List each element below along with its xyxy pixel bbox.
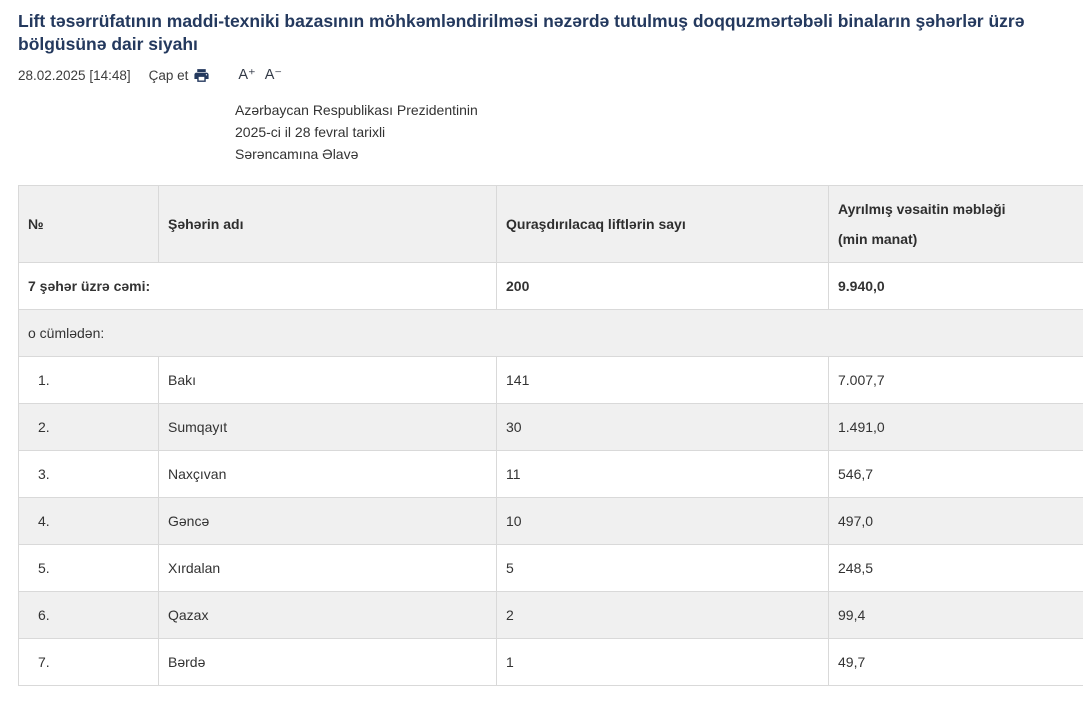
publish-date: 28.02.2025 [14:48] (18, 67, 131, 83)
meta-bar: 28.02.2025 [14:48] Çap et A⁺ A⁻ (18, 65, 1083, 85)
cell-city: Gəncə (158, 497, 497, 545)
cell-no: 1. (18, 356, 159, 404)
cell-city: Qazax (158, 591, 497, 639)
subheading-row: o cümlədən: (18, 309, 1083, 357)
table-row: 4. Gəncə 10 497,0 (18, 497, 1083, 545)
cell-no: 3. (18, 450, 159, 498)
cell-city: Bakı (158, 356, 497, 404)
cell-amount: 99,4 (828, 591, 1083, 639)
printer-icon (194, 68, 209, 82)
annex-note: Azərbaycan Respublikası Prezidentinin 20… (235, 99, 1083, 165)
table-row: 5. Xırdalan 5 248,5 (18, 544, 1083, 592)
col-header-no: № (18, 185, 159, 263)
cell-no: 4. (18, 497, 159, 545)
cell-lifts: 5 (496, 544, 829, 592)
table-row: 2. Sumqayıt 30 1.491,0 (18, 403, 1083, 451)
cell-lifts: 2 (496, 591, 829, 639)
cell-lifts: 10 (496, 497, 829, 545)
page-title-line1: Lift təsərrüfatının maddi-texniki bazası… (18, 11, 1025, 31)
cell-no: 5. (18, 544, 159, 592)
cell-no: 7. (18, 638, 159, 686)
summary-lifts: 200 (496, 262, 829, 310)
cell-amount: 546,7 (828, 450, 1083, 498)
font-increase-button[interactable]: A⁺ (238, 67, 256, 83)
cell-city: Sumqayıt (158, 403, 497, 451)
page-title-line2: bölgüsünə dair siyahı (18, 34, 198, 54)
col-header-city: Şəhərin adı (158, 185, 497, 263)
font-decrease-button[interactable]: A⁻ (264, 67, 283, 83)
col-header-amount-line2: (min manat) (838, 231, 918, 247)
cell-no: 2. (18, 403, 159, 451)
summary-label: 7 şəhər üzrə cəmi: (18, 262, 497, 310)
cell-lifts: 1 (496, 638, 829, 686)
cell-lifts: 30 (496, 403, 829, 451)
cell-city: Xırdalan (158, 544, 497, 592)
table-header-row: № Şəhərin adı Quraşdırılacaq liftlərin s… (18, 185, 1083, 263)
summary-row: 7 şəhər üzrə cəmi: 200 9.940,0 (18, 262, 1083, 310)
cell-city: Naxçıvan (158, 450, 497, 498)
table-row: 1. Bakı 141 7.007,7 (18, 356, 1083, 404)
annex-line: Sərəncamına Əlavə (235, 146, 359, 162)
print-label: Çap et (148, 67, 189, 83)
cell-lifts: 141 (496, 356, 829, 404)
cell-city: Bərdə (158, 638, 497, 686)
allocation-table: № Şəhərin adı Quraşdırılacaq liftlərin s… (18, 185, 1083, 686)
cell-amount: 248,5 (828, 544, 1083, 592)
cell-no: 6. (18, 591, 159, 639)
col-header-amount: Ayrılmış vəsaitin məbləği (min manat) (828, 185, 1083, 263)
cell-amount: 7.007,7 (828, 356, 1083, 404)
cell-amount: 497,0 (828, 497, 1083, 545)
subheading-label: o cümlədən: (18, 309, 1083, 357)
document-page: Lift təsərrüfatının maddi-texniki bazası… (18, 10, 1083, 686)
table-row: 7. Bərdə 1 49,7 (18, 638, 1083, 686)
annex-line: Azərbaycan Respublikası Prezidentinin (235, 102, 478, 118)
annex-line: 2025-ci il 28 fevral tarixli (235, 124, 386, 140)
cell-amount: 49,7 (828, 638, 1083, 686)
print-button[interactable]: Çap et (149, 67, 211, 84)
cell-lifts: 11 (496, 450, 829, 498)
summary-amount: 9.940,0 (828, 262, 1083, 310)
cell-amount: 1.491,0 (828, 403, 1083, 451)
table-row: 3. Naxçıvan 11 546,7 (18, 450, 1083, 498)
page-title: Lift təsərrüfatının maddi-texniki bazası… (18, 10, 1080, 56)
table-row: 6. Qazax 2 99,4 (18, 591, 1083, 639)
col-header-amount-line1: Ayrılmış vəsaitin məbləği (838, 201, 1006, 217)
col-header-lifts: Quraşdırılacaq liftlərin sayı (496, 185, 829, 263)
